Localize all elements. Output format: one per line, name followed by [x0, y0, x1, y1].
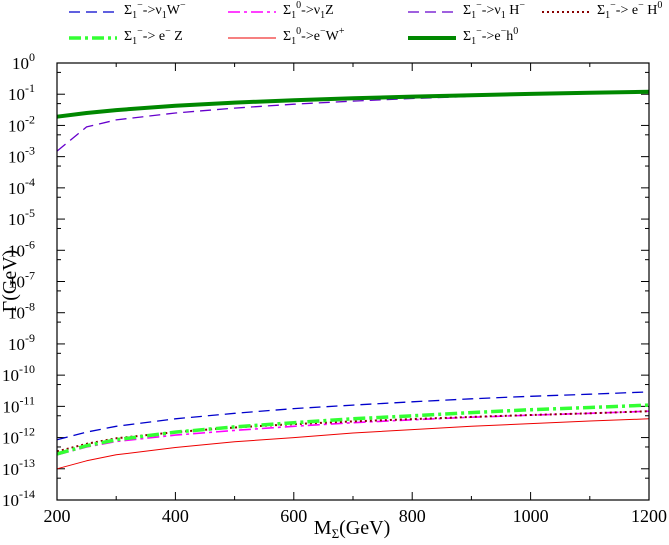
- legend-label: Σ1−-> e− Z: [124, 26, 183, 47]
- y-tick-label: 10-10: [2, 362, 35, 385]
- y-tick-label: 10-11: [2, 393, 35, 416]
- x-tick-label: 1000: [513, 506, 549, 526]
- y-axis-label: Γ(GeV): [0, 250, 21, 313]
- tick-labels: 200 400 600 800 1000 1200 100 10-1 10-2 10-3 10-4 1…: [2, 50, 667, 526]
- x-tick-label: 200: [44, 506, 71, 526]
- legend-label: Σ1−-> e− H0: [597, 0, 662, 21]
- y-tick-label: 10-12: [2, 425, 35, 448]
- series-line: [56, 418, 650, 470]
- legend-label: Σ10->ν1Z: [283, 0, 334, 21]
- series-line: [56, 403, 650, 456]
- x-tick-label: 600: [280, 506, 307, 526]
- legend-label: Σ1−->ν1W−: [124, 0, 186, 21]
- legend-label: Σ10->e−W+: [283, 26, 345, 47]
- y-tick-label: 10-2: [8, 112, 35, 135]
- series-line: [56, 89, 650, 119]
- y-tick-label: 10-9: [8, 331, 35, 354]
- legend-label: Σ1−->ν1 H−: [463, 0, 525, 21]
- x-tick-label: 800: [399, 506, 426, 526]
- x-axis-label: MΣ(GeV): [314, 517, 390, 541]
- y-tick-label: 10-13: [2, 456, 35, 479]
- legend-label: Σ1−->e−h0: [463, 26, 518, 47]
- x-tick-label: 400: [162, 506, 189, 526]
- y-tick-label: 10-1: [8, 81, 35, 104]
- plot-frame: [56, 62, 650, 501]
- series-line: [56, 391, 650, 441]
- y-tick-label: 10-4: [8, 175, 35, 198]
- y-tick-label: 10-3: [8, 144, 35, 167]
- x-tick-label: 1200: [631, 506, 667, 526]
- y-tick-label: 10-5: [8, 206, 35, 229]
- series-line: [56, 410, 650, 453]
- y-tick-label: 100: [12, 50, 35, 73]
- y-tick-label: 10-14: [2, 487, 35, 510]
- legend: Σ1−->ν1W− Σ10->ν1Z Σ1−->ν1 H− Σ1−-> e− H0 Σ1…: [69, 0, 662, 47]
- curves: [56, 89, 650, 470]
